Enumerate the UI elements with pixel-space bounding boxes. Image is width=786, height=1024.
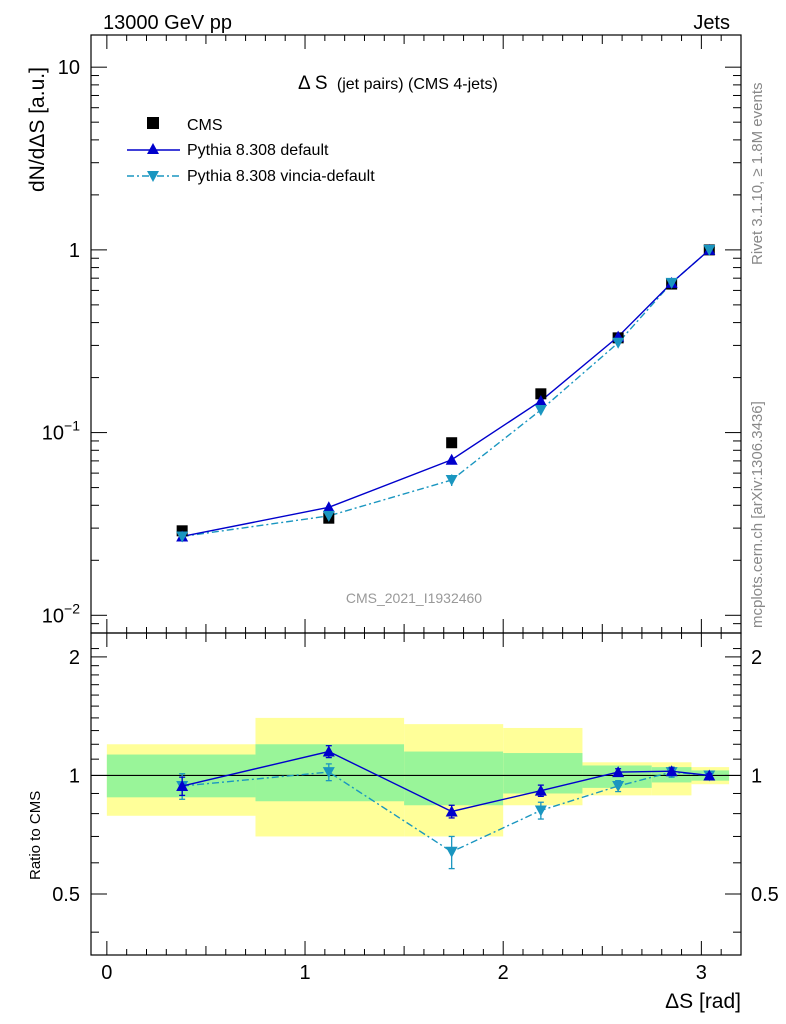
ratio-default-point-2 <box>445 805 458 817</box>
top-vincia-point-0 <box>176 531 189 543</box>
cms-point-2 <box>446 437 458 449</box>
legend-vincia-marker <box>147 171 159 182</box>
ratio-vincia-point-3 <box>534 805 547 817</box>
mcplots-label: mcplots.cern.ch [arXiv:1306.3436] <box>749 401 766 628</box>
ratio-default-point-0 <box>176 780 189 792</box>
bottom-panel-frame <box>90 632 742 956</box>
bottom-y-axis-label: Ratio to CMS <box>27 791 44 880</box>
rivet-label: Rivet 3.1.10, ≥ 1.8M events <box>749 83 766 266</box>
legend: CMS Pythia 8.308 default Pythia 8.308 vi… <box>127 117 375 185</box>
top-vincia-point-6 <box>703 244 716 256</box>
plot-title: Δ S (jet pairs) (CMS 4-jets) <box>298 73 498 94</box>
plot-title-main: Δ S <box>298 73 328 94</box>
legend-cms-marker <box>147 117 159 129</box>
bottom-y-tick-label-right-0: 2 <box>751 647 762 669</box>
bottom-y-tick-label-left-0: 2 <box>69 647 80 669</box>
panel-frames <box>90 34 742 956</box>
band-inner-2 <box>404 751 504 806</box>
plot-title-sub: (jet pairs) (CMS 4-jets) <box>337 76 498 93</box>
analysis-label: CMS_2021_I1932460 <box>346 590 482 606</box>
x-tick-label-1: 1 <box>299 962 310 984</box>
bottom-y-tick-label-right-1: 1 <box>751 765 762 787</box>
top-y-tick-label-2: 10−1 <box>42 418 80 445</box>
top-default-line <box>182 249 710 538</box>
ratio-vincia-point-1 <box>322 767 335 779</box>
header-energy-label: 13000 GeV pp <box>103 12 232 34</box>
legend-default-label: Pythia 8.308 default <box>187 142 329 159</box>
top-y-tick-label-3: 10−2 <box>42 600 80 627</box>
header-category-label: Jets <box>693 12 730 34</box>
ratio-vincia-point-2 <box>445 846 458 858</box>
ratio-vincia-point-4 <box>612 781 625 793</box>
ratio-default-point-6 <box>703 769 716 781</box>
top-y-tick-label-0: 10 <box>58 57 80 79</box>
top-vincia-line <box>182 249 710 538</box>
legend-vincia-label: Pythia 8.308 vincia-default <box>187 168 375 185</box>
ratio-default-point-4 <box>612 766 625 778</box>
legend-default-marker <box>147 143 159 154</box>
top-default-point-2 <box>445 453 458 465</box>
x-axis-label: ΔS [rad] <box>665 990 741 1013</box>
top-vincia-point-4 <box>612 337 625 349</box>
top-y-tick-label-1: 1 <box>69 240 80 262</box>
top-vincia-point-1 <box>322 510 335 522</box>
cms-point-3 <box>535 388 547 400</box>
ratio-default-point-3 <box>534 784 547 796</box>
data-marks <box>176 243 716 870</box>
x-tick-label-2: 2 <box>498 962 509 984</box>
x-tick-label-3: 3 <box>696 962 707 984</box>
top-vincia-point-2 <box>445 475 458 487</box>
top-default-point-3 <box>534 394 547 406</box>
top-vincia-point-5 <box>665 277 678 289</box>
top-y-axis-label: dN/dΔS [a.u.] <box>26 67 49 192</box>
top-vincia-point-3 <box>534 404 547 416</box>
top-default-point-1 <box>322 501 335 513</box>
bottom-y-tick-label-left-2: 0.5 <box>52 884 80 906</box>
ratio-default-point-1 <box>322 745 335 757</box>
legend-cms-label: CMS <box>187 117 223 134</box>
ratio-uncertainty-bands <box>106 717 730 837</box>
bottom-y-tick-label-left-1: 1 <box>69 765 80 787</box>
axis-ticks: 0 1 2 3 10 1 10−1 10−2 2 2 1 1 0.5 0.5 <box>42 35 779 984</box>
band-inner-3 <box>503 753 583 794</box>
bottom-y-tick-label-right-2: 0.5 <box>751 884 779 906</box>
ratio-default-point-5 <box>665 765 678 777</box>
x-tick-label-0: 0 <box>101 962 112 984</box>
